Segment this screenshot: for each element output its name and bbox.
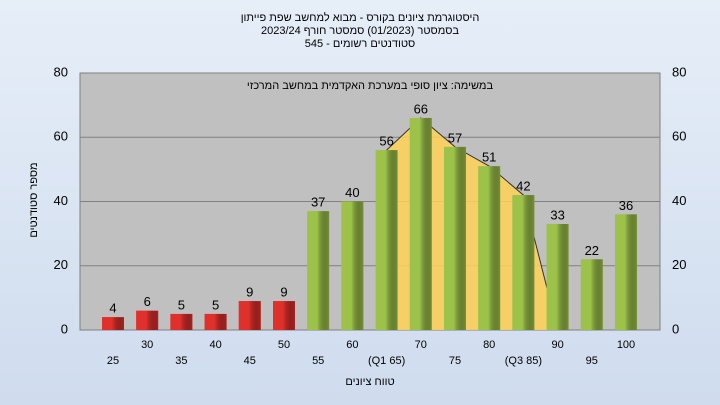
bar-shade: [273, 301, 295, 330]
data-label: 36: [619, 198, 633, 213]
y-tick-label: 0: [61, 321, 68, 336]
y2-tick-label: 40: [672, 193, 686, 208]
bar-shade: [136, 310, 159, 330]
data-label: 51: [482, 150, 496, 165]
x-tick-label: 45: [244, 355, 256, 367]
data-label: 5: [212, 297, 219, 312]
data-label: 9: [280, 285, 287, 300]
x-axis-label: טווח ציונים: [345, 376, 394, 388]
y2-tick-label: 80: [672, 64, 686, 79]
data-label: 37: [311, 195, 325, 210]
data-label: 40: [345, 185, 359, 200]
y-tick-label: 60: [54, 129, 68, 144]
y-axis-label: מספר סטודנטים: [28, 162, 40, 237]
y-tick-label: 20: [54, 257, 68, 272]
bar-shade: [512, 195, 535, 330]
y2-tick-label: 20: [672, 257, 686, 272]
x-tick-label: 25: [107, 355, 119, 367]
x-tick-label: (Q1 65): [368, 355, 405, 367]
bar-shade: [238, 301, 261, 330]
data-label: 66: [414, 101, 428, 116]
x-tick-label: 75: [449, 355, 461, 367]
bar-shade: [580, 259, 603, 330]
data-label: 56: [379, 134, 393, 149]
y-tick-label: 40: [54, 193, 68, 208]
x-tick-label: (Q3 85): [505, 355, 542, 367]
bar-shade: [102, 317, 124, 330]
bar-shade: [204, 313, 227, 330]
y-tick-label: 80: [54, 64, 68, 79]
x-tick-label: 50: [278, 339, 290, 351]
data-label: 33: [550, 207, 564, 222]
x-tick-label: 100: [617, 339, 635, 351]
data-label: 42: [516, 179, 530, 194]
bar-shade: [615, 214, 637, 330]
data-label: 9: [246, 285, 253, 300]
bar-shade: [375, 150, 398, 330]
data-label: 57: [448, 130, 462, 145]
x-tick-label: 70: [415, 339, 427, 351]
x-tick-label: 30: [141, 339, 153, 351]
bar-shade: [546, 223, 569, 330]
annotation: במשימה: ציון סופי במערכת האקדמית במחשב ה…: [247, 80, 494, 92]
bar-shade: [409, 117, 432, 330]
bar-shade: [170, 313, 193, 330]
x-tick-label: 80: [483, 339, 495, 351]
chart-title: היסטוגרמת ציונים בקורס - מבוא למחשב שפת …: [241, 11, 480, 24]
bar-shade: [341, 201, 364, 330]
x-tick-label: 40: [209, 339, 221, 351]
data-label: 4: [109, 301, 116, 316]
x-tick-label: 60: [346, 339, 358, 351]
x-tick-label: 35: [175, 355, 187, 367]
bar-shade: [478, 166, 501, 330]
bar-shade: [307, 211, 330, 330]
x-tick-label: 55: [312, 355, 324, 367]
y2-tick-label: 0: [672, 321, 679, 336]
y2-tick-label: 60: [672, 129, 686, 144]
x-tick-label: 90: [551, 339, 563, 351]
data-label: 6: [144, 294, 151, 309]
x-tick-label: 95: [586, 355, 598, 367]
bar-shade: [444, 146, 466, 330]
chart-subtitle: סטודנטים רשומים - 545: [305, 38, 416, 50]
chart-subtitle: בסמסטר (01/2023) סמסטר חורף 2023/24: [261, 25, 459, 37]
data-label: 5: [178, 297, 185, 312]
data-label: 22: [585, 243, 599, 258]
